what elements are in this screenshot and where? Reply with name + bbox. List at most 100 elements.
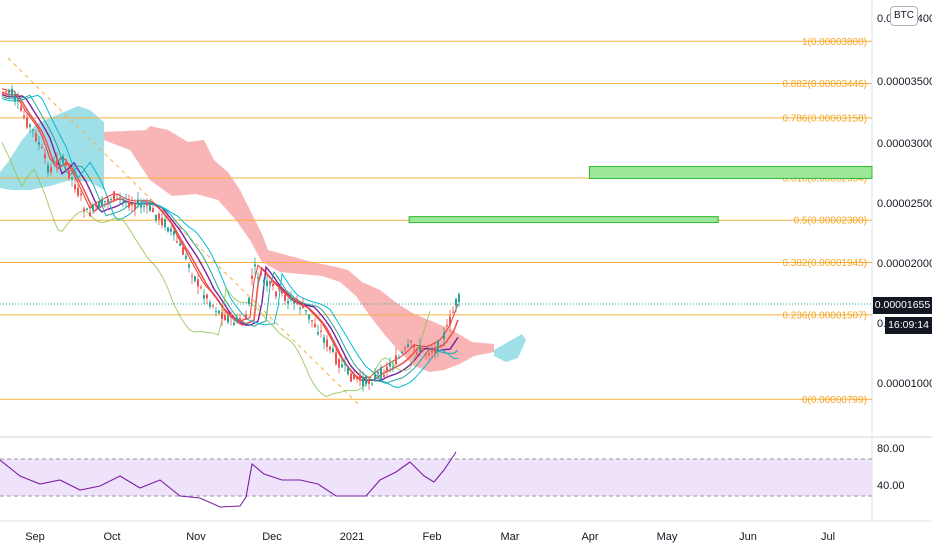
- candle-body-33: [101, 199, 103, 206]
- candle-body-134: [404, 347, 406, 349]
- target-zones[interactable]: [408, 166, 873, 224]
- candle-body-67: [203, 295, 205, 299]
- candle-body-70: [212, 305, 214, 307]
- candle-body-17: [53, 161, 55, 163]
- price-axis-label-2: 0.00003000: [877, 138, 932, 150]
- candle-body-114: [344, 363, 346, 365]
- candle-body-115: [347, 366, 349, 375]
- candle-body-15: [47, 165, 49, 173]
- symbol-badge[interactable]: BTC: [890, 6, 918, 26]
- candle-body-99: [299, 307, 301, 309]
- lagging-span: [1, 142, 431, 398]
- rsi-band: [0, 459, 872, 496]
- candle-body-48: [146, 202, 148, 206]
- candle-body-129: [389, 363, 391, 367]
- candle-body-63: [191, 275, 193, 277]
- time-axis[interactable]: Sep Oct Nov Dec 2021 Feb Mar Apr May Jun Jul: [25, 531, 835, 543]
- candle-body-24: [74, 184, 76, 190]
- fib-trend-line[interactable]: [7, 57, 359, 405]
- candle-body-137: [413, 345, 415, 348]
- candle-body-146: [440, 346, 442, 348]
- candle-body-119: [359, 374, 361, 381]
- price-axis-label-1: 0.00003500: [877, 76, 932, 88]
- candle-body-4: [14, 95, 16, 102]
- price-axis-label-3: 0.00002500: [877, 198, 932, 210]
- candle-body-79: [239, 318, 241, 322]
- candle-body-132: [398, 357, 400, 359]
- fib-label-2: 0.786(0.00003158): [782, 113, 867, 124]
- sma-20: [1, 94, 459, 384]
- fib-label-4: 0.5(0.00002300): [794, 216, 867, 227]
- candle-body-10: [32, 129, 34, 131]
- candle-body-66: [200, 287, 202, 289]
- candle-body-100: [302, 303, 304, 309]
- candle-body-35: [107, 199, 109, 203]
- candle-body-144: [434, 347, 436, 354]
- candle-body-47: [143, 205, 145, 207]
- candle-body-57: [173, 231, 175, 235]
- candle-body-112: [338, 359, 340, 368]
- candle-body-106: [320, 330, 322, 332]
- rsi-axis-label-0: 80.00: [877, 443, 905, 455]
- candle-body-83: [251, 275, 253, 279]
- fib-label-1: 0.882(0.00003446): [782, 79, 867, 90]
- candle-body-84: [254, 264, 256, 267]
- candle-body-80: [242, 321, 244, 323]
- candle-body-59: [179, 243, 181, 246]
- candle-body-29: [89, 212, 91, 217]
- candle-body-75: [227, 315, 229, 323]
- fib-label-0: 1(0.00003800): [802, 37, 867, 48]
- candle-body-45: [137, 199, 139, 204]
- candle-body-127: [383, 375, 385, 377]
- candle-body-86: [260, 271, 262, 276]
- candle-body-150: [452, 311, 454, 313]
- candle-body-55: [167, 227, 169, 232]
- candle-body-44: [134, 204, 136, 210]
- candle-body-103: [311, 319, 313, 322]
- candle-body-36: [110, 199, 112, 201]
- target-zone-0: [588, 166, 873, 179]
- price-axis-label-5: 0.00001000: [877, 378, 932, 390]
- time-axis-label-4: 2021: [340, 531, 364, 543]
- candle-body-105: [317, 332, 319, 335]
- fib-label-7: 0(0.00000799): [802, 395, 867, 406]
- candle-body-18: [56, 159, 58, 166]
- candle-body-23: [71, 177, 73, 180]
- fib-retracement[interactable]: 1(0.00003800) 0.882(0.00003446) 0.786(0.00…: [0, 37, 872, 406]
- candle-body-102: [308, 314, 310, 320]
- candle-body-143: [431, 350, 433, 353]
- candle-body-110: [332, 348, 334, 352]
- candle-body-64: [194, 276, 196, 281]
- candle-body-135: [407, 344, 409, 348]
- candle-body-74: [224, 315, 226, 321]
- candle-body-128: [386, 366, 388, 372]
- candle-body-11: [35, 133, 37, 141]
- candle-body-61: [185, 255, 187, 259]
- time-axis-label-6: Mar: [501, 531, 520, 543]
- candle-body-109: [329, 346, 331, 350]
- candle-body-76: [230, 314, 232, 318]
- candle-body-142: [428, 353, 430, 356]
- candle-body-26: [80, 193, 82, 196]
- price-axis[interactable]: 0.0000040000.000035000.000030000.0000250…: [877, 13, 932, 390]
- rsi-axis[interactable]: 80.00 40.00: [877, 443, 905, 492]
- candle-body-139: [419, 345, 421, 352]
- candle-body-43: [131, 202, 133, 206]
- candle-body-51: [155, 214, 157, 221]
- candle-body-49: [149, 204, 151, 211]
- candle-countdown: 16:09:14: [885, 317, 932, 334]
- candle-body-97: [293, 301, 295, 304]
- candle-body-82: [248, 297, 250, 305]
- candle-body-28: [86, 208, 88, 211]
- candle-body-46: [140, 204, 142, 208]
- candle-body-34: [104, 200, 106, 202]
- candle-body-141: [425, 353, 427, 355]
- candle-body-121: [365, 375, 367, 385]
- candle-body-7: [23, 115, 25, 118]
- candle-body-42: [128, 201, 130, 208]
- candle-body-131: [395, 355, 397, 365]
- candle-body-94: [284, 294, 286, 301]
- candle-body-54: [164, 219, 166, 228]
- candle-body-152: [458, 294, 460, 303]
